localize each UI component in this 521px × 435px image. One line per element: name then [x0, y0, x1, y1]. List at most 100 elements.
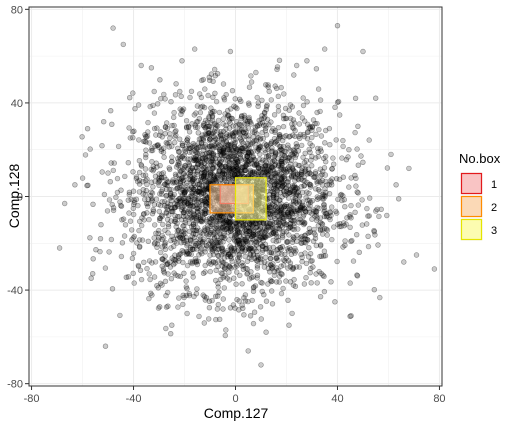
scatter-point — [229, 153, 235, 159]
scatter-point — [327, 142, 333, 148]
scatter-point — [241, 248, 248, 255]
scatter-point — [119, 217, 125, 223]
scatter-point — [168, 186, 174, 193]
scatter-point — [264, 245, 270, 252]
scatter-point — [217, 231, 223, 237]
scatter-point — [355, 162, 361, 168]
scatter-point — [255, 100, 261, 106]
scatter-point — [267, 199, 273, 205]
scatter-point — [269, 218, 275, 225]
scatter-point — [198, 160, 204, 166]
scatter-point — [192, 46, 198, 52]
scatter-point — [301, 239, 307, 246]
scatter-point — [204, 158, 210, 164]
scatter-point — [284, 168, 290, 175]
scatter-point — [236, 307, 242, 313]
scatter-point — [228, 115, 235, 122]
scatter-point — [202, 262, 208, 269]
scatter-point — [201, 172, 208, 178]
scatter-point — [226, 118, 232, 124]
scatter-point — [220, 260, 226, 266]
scatter-point — [283, 185, 289, 192]
scatter-point — [290, 282, 297, 288]
scatter-point — [273, 172, 279, 179]
scatter-point — [274, 185, 280, 191]
scatter-point — [243, 162, 250, 169]
scatter-point — [176, 295, 182, 301]
scatter-point — [216, 253, 222, 259]
scatter-point — [248, 221, 255, 227]
scatter-point — [206, 113, 212, 120]
scatter-point — [220, 220, 226, 226]
scatter-point — [226, 263, 232, 269]
scatter-point — [257, 151, 263, 158]
scatter-point — [249, 274, 255, 281]
scatter-point — [102, 343, 109, 349]
scatter-point — [281, 134, 287, 140]
scatter-point — [197, 249, 204, 255]
scatter-point — [273, 231, 279, 237]
scatter-point — [248, 269, 254, 275]
scatter-point — [106, 249, 112, 255]
scatter-point — [205, 237, 212, 244]
scatter-point — [179, 58, 185, 64]
scatter-point — [298, 171, 305, 178]
scatter-point — [224, 172, 230, 178]
scatter-point — [245, 150, 252, 156]
scatter-point — [244, 121, 250, 127]
legend-key-1 — [460, 172, 483, 195]
scatter-point — [202, 198, 209, 205]
scatter-point — [184, 241, 191, 247]
scatter-point — [237, 272, 243, 279]
scatter-point — [327, 209, 333, 215]
scatter-point — [272, 129, 278, 136]
scatter-point — [229, 166, 236, 173]
scatter-point — [342, 242, 348, 249]
scatter-point — [150, 102, 156, 109]
scatter-point — [161, 91, 167, 98]
scatter-point — [211, 231, 218, 237]
scatter-point — [184, 250, 191, 257]
scatter-point — [285, 265, 291, 271]
scatter-point — [144, 181, 150, 188]
x-tick-label: 40 — [331, 393, 343, 405]
scatter-point — [306, 125, 312, 131]
scatter-point — [173, 272, 179, 278]
scatter-point — [354, 272, 360, 278]
scatter-point — [223, 217, 229, 223]
scatter-point — [183, 292, 190, 299]
scatter-point — [195, 177, 202, 184]
scatter-point — [185, 196, 192, 202]
scatter-point — [225, 141, 231, 148]
scatter-point — [289, 166, 296, 172]
scatter-point — [271, 136, 278, 142]
scatter-point — [264, 102, 270, 108]
scatter-point — [180, 106, 187, 112]
scatter-point — [265, 163, 271, 169]
scatter-point — [254, 263, 261, 269]
scatter-point — [236, 222, 242, 228]
scatter-point — [192, 259, 198, 265]
scatter-point — [184, 137, 190, 143]
scatter-point — [191, 246, 197, 253]
scatter-point — [157, 215, 163, 222]
scatter-point — [56, 245, 63, 251]
scatter-point — [173, 132, 179, 138]
scatter-point — [233, 129, 239, 136]
scatter-point — [204, 123, 210, 130]
scatter-point — [150, 168, 156, 174]
scatter-point — [85, 182, 91, 189]
scatter-point — [245, 125, 252, 131]
scatter-point — [190, 221, 197, 228]
scatter-point — [194, 196, 201, 202]
scatter-point — [140, 179, 146, 185]
scatter-point — [192, 164, 199, 171]
scatter-point — [189, 190, 195, 196]
scatter-point — [79, 134, 85, 140]
scatter-point — [293, 193, 299, 199]
scatter-point — [130, 129, 136, 135]
scatter-point — [125, 160, 132, 166]
scatter-point — [270, 250, 276, 256]
scatter-point — [278, 164, 284, 170]
scatter-point — [317, 188, 323, 195]
